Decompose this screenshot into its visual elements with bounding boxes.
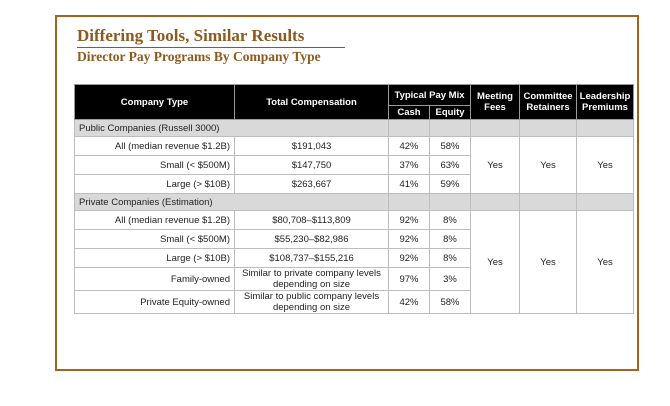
director-pay-table: Company Type Total Compensation Typical … (74, 84, 634, 314)
title-rule (77, 47, 345, 48)
equity-cell: 63% (429, 155, 471, 175)
group-label-public: Public Companies (Russell 3000) (74, 119, 389, 137)
header-typical-pay-mix: Typical Pay Mix (388, 84, 471, 106)
total-compensation-cell: $191,043 (234, 136, 389, 156)
total-compensation-cell: Similar to private company levels depend… (234, 267, 389, 291)
header-leadership-premiums: Leadership Premiums (576, 84, 634, 120)
leadership-premiums-cell-public: Yes (576, 136, 634, 194)
table-row: Private Equity-owned Similar to public c… (74, 290, 634, 314)
header-committee-retainers: Committee Retainers (519, 84, 577, 120)
total-compensation-cell: $80,708–$113,809 (234, 210, 389, 230)
committee-retainers-cell-public: Yes (519, 136, 577, 194)
total-compensation-cell: $108,737–$155,216 (234, 248, 389, 268)
equity-cell: 58% (429, 136, 471, 156)
total-compensation-cell: $55,230–$82,986 (234, 229, 389, 249)
cash-cell: 42% (388, 290, 430, 314)
table-row: Family-owned Similar to private company … (74, 267, 634, 291)
company-type-cell: Family-owned (74, 267, 235, 291)
table-row: Large (> $10B) $263,667 41% 59% (74, 174, 634, 194)
exhibit-frame: Differing Tools, Similar Results Directo… (55, 15, 639, 371)
company-type-cell: All (median revenue $1.2B) (74, 136, 235, 156)
exhibit-subtitle: Director Pay Programs By Company Type (77, 49, 321, 64)
equity-cell: 59% (429, 174, 471, 194)
equity-cell: 58% (429, 290, 471, 314)
header-cash: Cash (388, 105, 430, 120)
cash-cell: 37% (388, 155, 430, 175)
group-row-private: Private Companies (Estimation) (74, 193, 634, 211)
equity-cell: 8% (429, 210, 471, 230)
table-row: Large (> $10B) $108,737–$155,216 92% 8% (74, 248, 634, 268)
company-type-cell: Small (< $500M) (74, 229, 235, 249)
company-type-cell: All (median revenue $1.2B) (74, 210, 235, 230)
header-equity: Equity (429, 105, 471, 120)
committee-retainers-cell-private: Yes (519, 210, 577, 314)
group-label-private: Private Companies (Estimation) (74, 193, 389, 211)
cash-cell: 42% (388, 136, 430, 156)
header-company-type: Company Type (74, 84, 235, 120)
company-type-cell: Large (> $10B) (74, 174, 235, 194)
company-type-cell: Private Equity-owned (74, 290, 235, 314)
cash-cell: 92% (388, 229, 430, 249)
leadership-premiums-cell-private: Yes (576, 210, 634, 314)
header-subrow: Cash Equity (75, 105, 634, 120)
company-type-cell: Large (> $10B) (74, 248, 235, 268)
equity-cell: 3% (429, 267, 471, 291)
company-type-cell: Small (< $500M) (74, 155, 235, 175)
equity-cell: 8% (429, 248, 471, 268)
meeting-fees-cell-public: Yes (470, 136, 520, 194)
cash-cell: 41% (388, 174, 430, 194)
total-compensation-cell: $147,750 (234, 155, 389, 175)
table-row: All (median revenue $1.2B) $191,043 42% … (74, 136, 634, 194)
cash-cell: 92% (388, 248, 430, 268)
header-row: Company Type Total Compensation Typical … (74, 84, 634, 120)
group-row-public: Public Companies (Russell 3000) (74, 119, 634, 137)
header-total-compensation: Total Compensation (234, 84, 389, 120)
cash-cell: 92% (388, 210, 430, 230)
total-compensation-cell: Similar to public company levels dependi… (234, 290, 389, 314)
table-row: All (median revenue $1.2B) $80,708–$113,… (74, 210, 634, 314)
total-compensation-cell: $263,667 (234, 174, 389, 194)
meeting-fees-cell-private: Yes (470, 210, 520, 314)
cash-cell: 97% (388, 267, 430, 291)
exhibit-title: Differing Tools, Similar Results (77, 26, 305, 45)
header-meeting-fees: Meeting Fees (470, 84, 520, 120)
table-row: Small (< $500M) $147,750 37% 63% (74, 155, 634, 175)
equity-cell: 8% (429, 229, 471, 249)
